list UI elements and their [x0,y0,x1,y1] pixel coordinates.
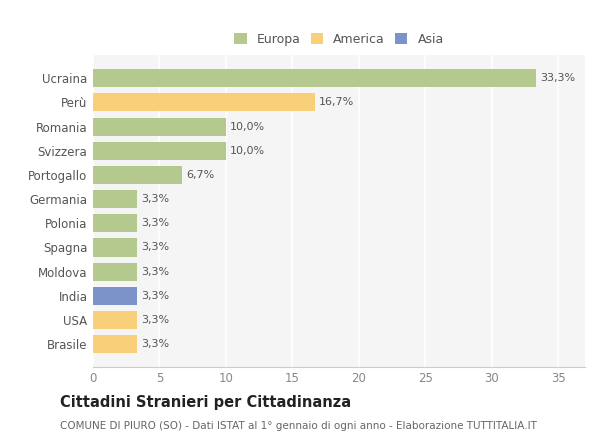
Bar [93,93,315,111]
Bar [93,166,182,184]
Bar [93,69,536,87]
Bar [93,287,137,305]
Bar [93,311,137,329]
Text: 3,3%: 3,3% [141,194,169,204]
Text: 16,7%: 16,7% [319,97,355,107]
Bar [93,214,137,232]
Bar [93,335,137,353]
Bar [93,142,226,160]
Text: 6,7%: 6,7% [186,170,214,180]
Bar [93,238,137,257]
Text: 3,3%: 3,3% [141,291,169,301]
Text: COMUNE DI PIURO (SO) - Dati ISTAT al 1° gennaio di ogni anno - Elaborazione TUTT: COMUNE DI PIURO (SO) - Dati ISTAT al 1° … [60,421,537,431]
Bar [93,263,137,281]
Text: 10,0%: 10,0% [230,146,265,156]
Text: 33,3%: 33,3% [540,73,575,83]
Text: 3,3%: 3,3% [141,315,169,325]
Legend: Europa, America, Asia: Europa, America, Asia [232,30,446,48]
Text: Cittadini Stranieri per Cittadinanza: Cittadini Stranieri per Cittadinanza [60,395,351,410]
Text: 3,3%: 3,3% [141,339,169,349]
Text: 3,3%: 3,3% [141,267,169,277]
Text: 3,3%: 3,3% [141,242,169,253]
Bar [93,117,226,136]
Text: 3,3%: 3,3% [141,218,169,228]
Bar [93,190,137,208]
Text: 10,0%: 10,0% [230,121,265,132]
